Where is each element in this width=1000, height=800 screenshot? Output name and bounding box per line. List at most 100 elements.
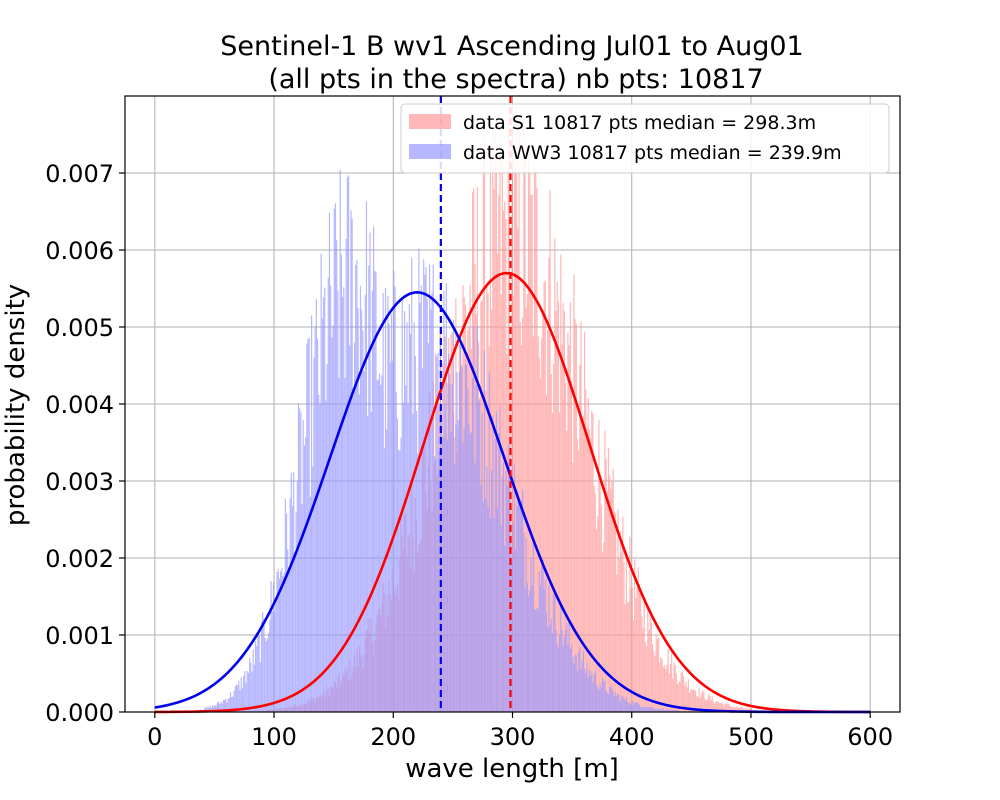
hist-bar bbox=[343, 287, 345, 712]
hist-bar bbox=[679, 681, 681, 712]
hist-bar bbox=[384, 288, 387, 712]
hist-bar bbox=[423, 259, 425, 712]
hist-bar bbox=[730, 706, 732, 712]
hist-bar bbox=[247, 672, 249, 712]
hist-bar bbox=[518, 501, 520, 712]
hist-bar bbox=[667, 709, 669, 712]
hist-bar bbox=[704, 698, 706, 712]
hist-bar bbox=[643, 707, 645, 712]
hist-bar bbox=[219, 703, 221, 712]
hist-bar bbox=[519, 507, 521, 712]
hist-bar bbox=[563, 311, 565, 712]
hist-bar bbox=[263, 618, 265, 712]
hist-bar bbox=[402, 402, 404, 712]
hist-bar bbox=[706, 699, 709, 712]
hist-bar bbox=[681, 671, 683, 712]
hist-bar bbox=[688, 692, 691, 712]
fit-curve-0 bbox=[154, 271, 871, 714]
hist-bar bbox=[283, 572, 285, 712]
hist-bar bbox=[482, 501, 484, 712]
hist-bar bbox=[694, 690, 697, 712]
hist-bar bbox=[562, 302, 564, 712]
hist-bar bbox=[588, 429, 590, 712]
hist-bar bbox=[574, 654, 576, 712]
hist-bar bbox=[246, 671, 248, 712]
hist-bar bbox=[532, 540, 534, 712]
hist-bar bbox=[302, 420, 304, 712]
y-tick-label-0: 0.000 bbox=[45, 699, 114, 727]
hist-bar bbox=[553, 593, 555, 712]
hist-bar bbox=[269, 619, 271, 712]
hist-bar bbox=[237, 685, 239, 712]
hist-bar bbox=[316, 338, 319, 712]
hist-bar bbox=[532, 336, 534, 712]
hist-bar bbox=[572, 657, 574, 712]
hist-bar bbox=[226, 702, 228, 712]
hist-bar bbox=[638, 583, 641, 712]
hist-bar bbox=[603, 681, 605, 712]
hist-bar bbox=[573, 274, 575, 712]
hist-bar bbox=[383, 448, 385, 712]
hist-bar bbox=[594, 671, 596, 712]
hist-bar bbox=[518, 125, 520, 712]
hist-bar bbox=[637, 567, 639, 712]
hist-bar bbox=[493, 517, 495, 712]
hist-bar bbox=[232, 696, 234, 712]
hist-bar bbox=[559, 635, 561, 712]
hist-bar bbox=[609, 475, 611, 712]
hist-bar bbox=[643, 601, 645, 712]
hist-bar bbox=[605, 690, 607, 712]
hist-bar bbox=[467, 388, 469, 712]
hist-bar bbox=[572, 463, 574, 712]
hist-bar bbox=[265, 641, 267, 712]
hist-bar bbox=[531, 194, 533, 712]
hist-bar bbox=[584, 331, 586, 712]
hist-bar bbox=[407, 403, 409, 712]
x-tick-label-4: 400 bbox=[609, 723, 655, 751]
hist-bar bbox=[635, 702, 637, 712]
hist-bar bbox=[662, 708, 664, 712]
hist-bar bbox=[500, 294, 502, 712]
hist-bar bbox=[370, 411, 372, 712]
hist-bar bbox=[711, 696, 713, 712]
x-tick-label-3: 300 bbox=[490, 723, 536, 751]
hist-bar bbox=[339, 169, 341, 712]
hist-bar bbox=[394, 286, 396, 712]
hist-bar bbox=[659, 709, 661, 712]
hist-bar bbox=[367, 416, 369, 712]
hist-bar bbox=[525, 307, 527, 712]
hist-bar bbox=[649, 609, 651, 712]
hist-bar bbox=[334, 203, 337, 713]
hist-bar bbox=[717, 702, 719, 712]
hist-bar bbox=[646, 646, 648, 712]
hist-bar bbox=[449, 383, 451, 712]
hist-bar bbox=[597, 516, 599, 712]
hist-bar bbox=[487, 506, 489, 712]
hist-bar bbox=[218, 701, 220, 712]
hist-bar bbox=[295, 512, 297, 712]
legend-swatch-0 bbox=[409, 114, 451, 129]
hist-bar bbox=[420, 285, 422, 712]
hist-bar bbox=[549, 190, 551, 712]
hist-bar bbox=[344, 378, 346, 712]
hist-bar bbox=[415, 411, 418, 712]
hist-bar bbox=[560, 606, 562, 712]
hist-bar bbox=[530, 194, 532, 712]
hist-bar bbox=[303, 445, 306, 712]
hist-bar bbox=[600, 504, 602, 712]
hist-bar bbox=[692, 689, 694, 712]
hist-bar bbox=[665, 710, 667, 712]
hist-bar bbox=[497, 508, 499, 712]
hist-bar bbox=[536, 188, 538, 712]
hist-bar bbox=[438, 451, 440, 712]
hist-bar bbox=[567, 332, 569, 712]
hist-bar bbox=[377, 379, 379, 712]
hist-bar bbox=[663, 710, 666, 712]
hist-bar bbox=[569, 648, 571, 712]
hist-bar bbox=[626, 602, 629, 712]
hist-bar bbox=[728, 703, 730, 712]
hist-bar bbox=[603, 542, 605, 712]
hist-bar bbox=[376, 380, 378, 712]
hist-bar bbox=[667, 649, 669, 712]
hist-bar bbox=[584, 668, 586, 712]
